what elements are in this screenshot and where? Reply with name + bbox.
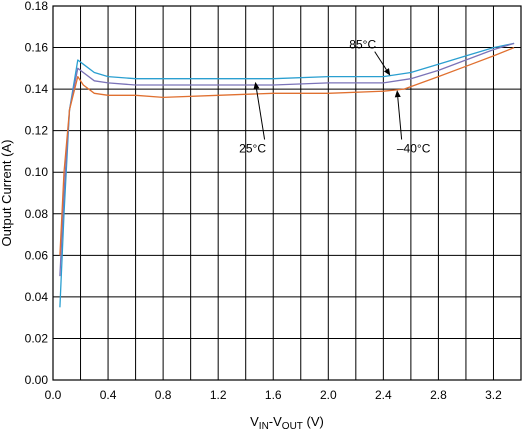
annotations: 85°C 25°C –40°C — [239, 38, 431, 156]
x-tick-label: 1.6 — [265, 388, 282, 402]
y-tick-label: 0.06 — [25, 248, 49, 262]
x-axis-label: VIN-VOUT (V) — [250, 414, 324, 432]
series-line — [59, 42, 515, 277]
plot-frame — [52, 5, 522, 381]
annotation-arrow-line — [374, 51, 387, 70]
annotation-arrow-line — [255, 88, 266, 140]
x-tick-label: 1.2 — [210, 388, 227, 402]
x-tick-label: 0.8 — [155, 388, 172, 402]
x-tick-labels: 0.0 0.4 0.8 1.2 1.6 2.0 2.4 2.8 3.2 — [45, 388, 502, 402]
annotation-label: –40°C — [397, 141, 431, 155]
x-tick-label: 3.2 — [485, 388, 502, 402]
y-tick-labels: 0.00 0.02 0.04 0.06 0.08 0.10 0.12 0.14 0.16 0.18 — [25, 0, 49, 387]
x-tick-label: 2.0 — [320, 388, 337, 402]
y-tick-label: 0.04 — [25, 290, 49, 304]
x-tick-label: 2.8 — [430, 388, 447, 402]
y-tick-label: 0.16 — [25, 41, 49, 55]
annotation-arrow-head — [383, 68, 391, 76]
x-tick-label: 0.0 — [45, 388, 62, 402]
y-tick-label: 0.18 — [25, 0, 49, 13]
y-axis-label: Output Current (A) — [0, 140, 14, 247]
y-tick-label: 0.08 — [25, 207, 49, 221]
grid — [53, 6, 521, 380]
y-tick-label: 0.12 — [25, 124, 49, 138]
y-tick-label: 0.14 — [25, 82, 49, 96]
x-tick-label: 2.4 — [375, 388, 392, 402]
annotation-label: 25°C — [239, 141, 266, 155]
annotation-arrow-line — [397, 97, 403, 140]
annotation-arrow-head — [253, 81, 260, 90]
annotation-arrow-head — [394, 90, 401, 98]
annotation-label: 85°C — [349, 38, 376, 52]
series-line — [59, 42, 515, 308]
y-tick-label: 0.10 — [25, 165, 49, 179]
y-tick-label: 0.02 — [25, 331, 49, 345]
series-line — [59, 46, 515, 256]
series-lines — [59, 42, 515, 308]
x-tick-label: 0.4 — [100, 388, 117, 402]
y-tick-label: 0.00 — [25, 373, 49, 387]
